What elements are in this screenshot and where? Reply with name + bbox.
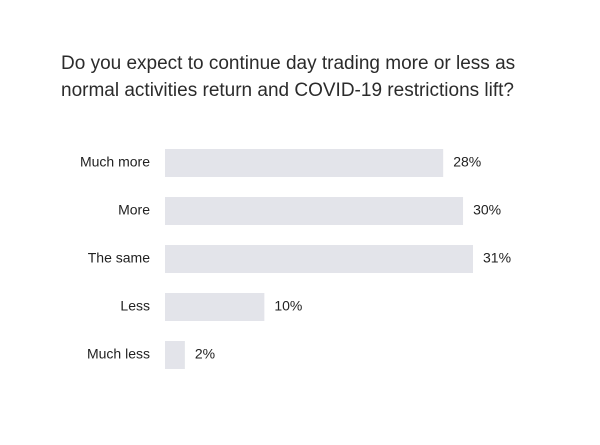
category-label-much-less: Much less bbox=[87, 346, 150, 362]
category-label-less: Less bbox=[120, 298, 150, 314]
bar-much-more bbox=[165, 149, 443, 177]
bar-more bbox=[165, 197, 463, 225]
bar-less bbox=[165, 293, 264, 321]
category-label-much-more: Much more bbox=[80, 154, 150, 170]
category-label-the-same: The same bbox=[88, 250, 150, 266]
bar-much-less bbox=[165, 341, 185, 369]
value-label-the-same: 31% bbox=[483, 250, 511, 266]
value-label-much-less: 2% bbox=[195, 346, 215, 362]
value-label-more: 30% bbox=[473, 202, 501, 218]
category-label-more: More bbox=[118, 202, 150, 218]
bar-the-same bbox=[165, 245, 473, 273]
value-label-less: 10% bbox=[274, 298, 302, 314]
value-label-much-more: 28% bbox=[453, 154, 481, 170]
